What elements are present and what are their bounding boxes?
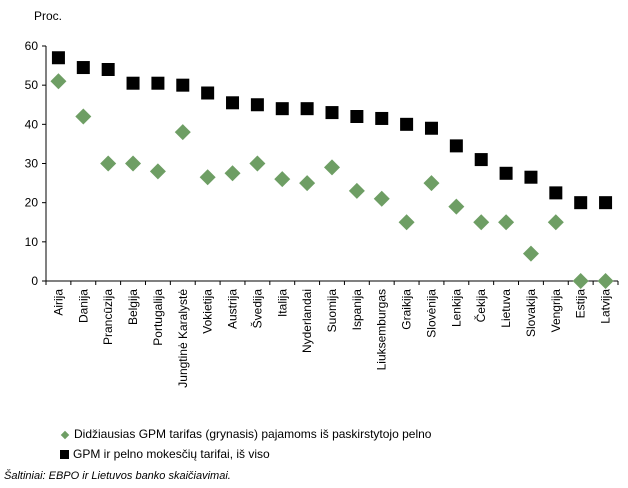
y-axis-ticks: 0 10 20 30 40 50 60 — [25, 39, 46, 288]
total-tax-square-point — [151, 76, 165, 90]
legend-item-square: GPM ir pelno mokesčių tarifai, iš viso — [60, 446, 270, 462]
total-tax-square-point — [101, 63, 115, 76]
total-tax-square-point — [599, 196, 613, 210]
x-axis-labels: Airija Danija Prancūzija Belgija Portugalija… — [51, 289, 612, 388]
x-tick-label: Danija — [76, 289, 90, 323]
x-tick-label: Italija — [275, 289, 289, 317]
pit-rate-diamond-point — [423, 175, 440, 192]
total-tax-square-point — [524, 170, 538, 184]
x-tick-label: Švedija — [249, 289, 264, 329]
legend-item-diamond: Didžiausias GPM tarifas (grynasis) pajam… — [60, 426, 431, 442]
y-tick-label: 0 — [31, 274, 38, 288]
x-tick-label: Latvija — [599, 289, 613, 324]
axes — [45, 46, 619, 285]
total-tax-square-point — [400, 117, 414, 131]
legend-diamond-marker — [60, 430, 70, 440]
total-tax-square-point — [549, 186, 563, 200]
source-note: Šaltiniai: EBPO ir Lietuvos banko skaiči… — [4, 470, 231, 482]
x-tick-label: Lenkija — [449, 289, 463, 327]
y-tick-label: 40 — [25, 117, 39, 131]
x-tick-label: Slovakija — [524, 289, 538, 337]
y-tick-label: 50 — [25, 78, 39, 92]
x-tick-label: Lietuva — [499, 289, 513, 328]
x-tick-label: Čekija — [473, 289, 488, 323]
pit-rate-diamond-point — [522, 245, 539, 262]
pit-rate-diamond-point — [174, 124, 191, 141]
pit-rate-diamond-point — [100, 155, 117, 172]
pit-rate-diamond-point — [50, 73, 67, 90]
x-tick-label: Vengrija — [549, 289, 563, 333]
x-tick-label: Airija — [51, 289, 65, 316]
total-tax-square-point — [201, 86, 215, 100]
total-tax-square-point — [300, 102, 314, 116]
pit-rate-diamond-point — [348, 182, 365, 199]
y-tick-label: 30 — [25, 157, 39, 171]
x-tick-label: Belgija — [126, 289, 140, 325]
y-axis-label: Proc. — [34, 9, 62, 23]
total-tax-square-point — [226, 96, 240, 110]
total-tax-square-point — [275, 102, 289, 116]
chart: Proc. 0 10 20 30 40 50 60 Airija Danija Prancūzi… — [25, 9, 619, 388]
x-tick-label: Liuksemburgas — [375, 289, 389, 370]
y-tick-label: 20 — [25, 196, 39, 210]
pit-rate-diamond-point — [75, 108, 92, 125]
pit-rate-diamond-point — [473, 214, 490, 231]
total-tax-square-point — [375, 111, 389, 125]
legend-label-square: GPM ir pelno mokesčių tarifai, iš viso — [73, 447, 270, 461]
y-tick-label: 60 — [25, 39, 39, 53]
total-tax-square-point — [574, 196, 588, 210]
x-tick-label: Jungtinė Karalystė — [176, 289, 190, 388]
y-tick-label: 10 — [25, 235, 39, 249]
total-tax-square-point — [474, 153, 488, 167]
legend-label-diamond: Didžiausias GPM tarifas (grynasis) pajam… — [74, 427, 432, 441]
total-tax-square-point — [350, 110, 364, 123]
x-tick-label: Ispanija — [350, 289, 364, 331]
x-tick-label: Portugalija — [151, 289, 165, 346]
x-tick-label: Estija — [574, 289, 588, 319]
pit-rate-diamond-point — [249, 155, 266, 172]
x-tick-label: Nyderlandai — [300, 289, 314, 353]
pit-rate-diamond-point — [199, 169, 216, 186]
pit-rate-diamond-point — [373, 190, 390, 207]
pit-rate-diamond-point — [125, 155, 142, 172]
pit-rate-diamond-point — [274, 171, 291, 188]
total-tax-square-point — [176, 78, 190, 92]
pit-rate-diamond-point — [149, 163, 166, 180]
pit-rate-diamond-point — [572, 273, 589, 289]
total-tax-square-point — [76, 61, 90, 75]
pit-rate-diamond-point — [547, 214, 564, 231]
x-tick-label: Graikija — [400, 289, 414, 330]
total-tax-square-point — [325, 106, 339, 120]
x-tick-label: Slovėnija — [424, 289, 438, 338]
pit-rate-diamond-point — [324, 159, 340, 176]
x-tick-label: Austrija — [226, 289, 240, 329]
pit-rate-diamond-point — [448, 198, 465, 215]
pit-rate-diamond-point — [224, 165, 241, 182]
total-tax-square-point — [51, 51, 65, 65]
total-tax-square-point — [250, 98, 264, 112]
pit-rate-diamond-point — [597, 273, 614, 289]
total-tax-square-point — [499, 166, 513, 180]
x-tick-label: Vokietija — [201, 289, 215, 334]
pit-rate-diamond-point — [398, 214, 415, 231]
legend-square-marker — [60, 450, 69, 460]
x-tick-label: Suomija — [325, 289, 339, 333]
data-marks — [50, 51, 614, 289]
pit-rate-diamond-point — [299, 175, 316, 192]
x-tick-label: Prancūzija — [101, 289, 115, 345]
pit-rate-diamond-point — [498, 214, 515, 231]
total-tax-square-point — [424, 121, 438, 135]
total-tax-square-point — [449, 139, 463, 153]
total-tax-square-point — [126, 76, 140, 90]
